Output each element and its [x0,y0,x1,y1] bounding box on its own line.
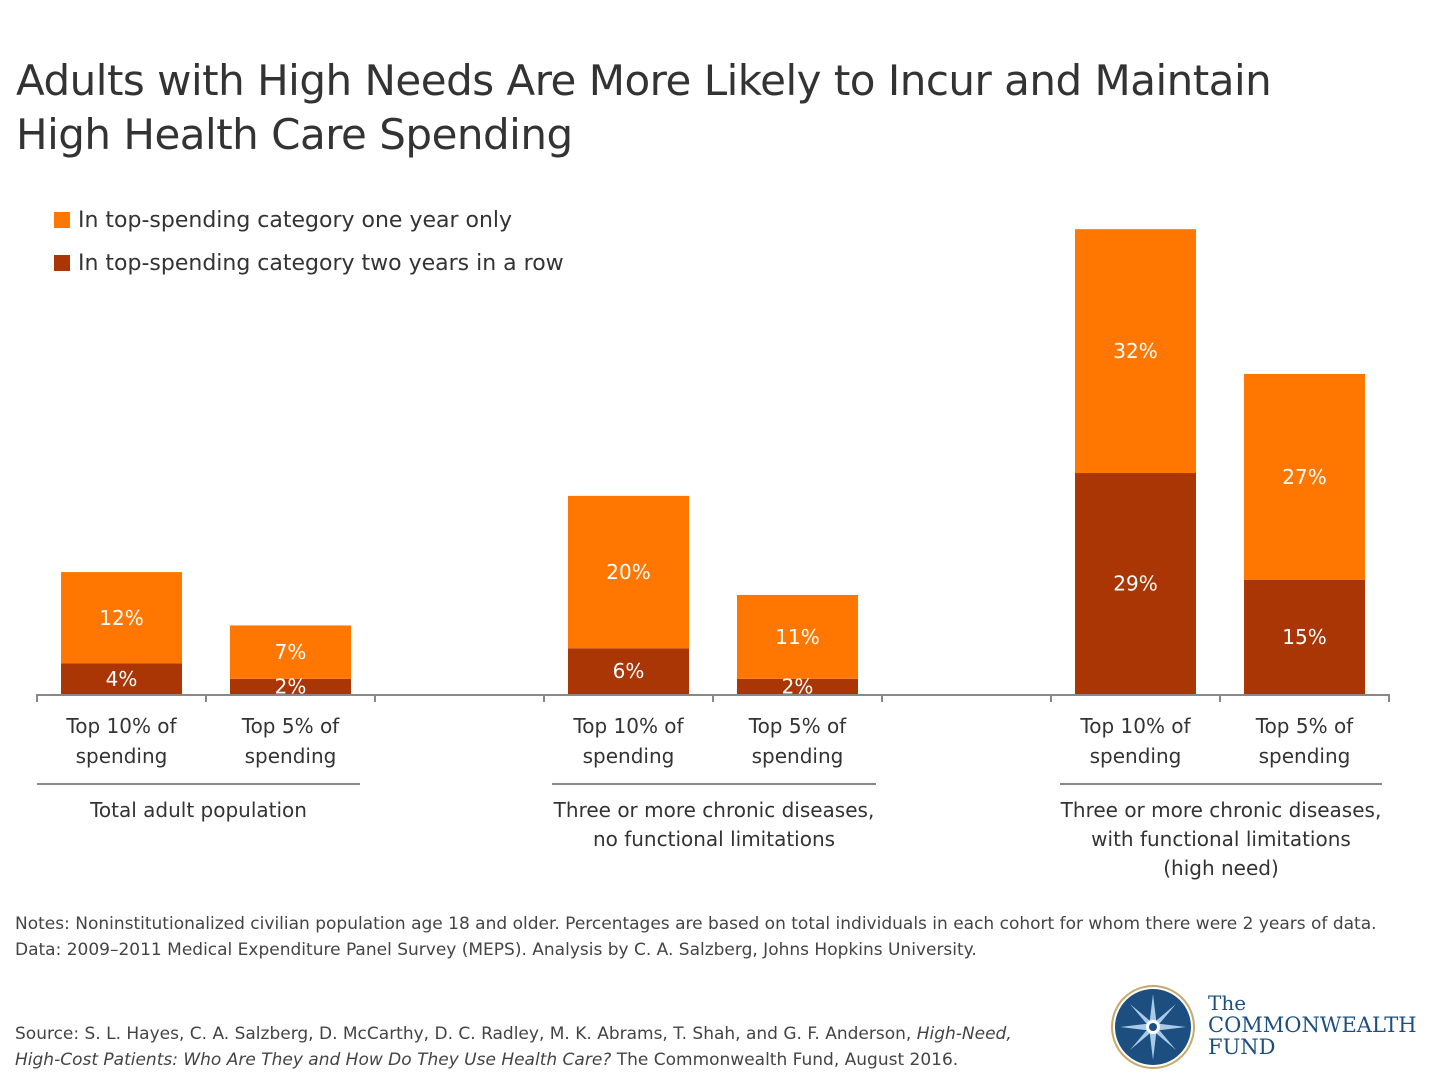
bar-one-year [61,572,182,664]
source-text: Source: S. L. Hayes, C. A. Salzberg, D. … [15,1024,917,1044]
group-label: Three or more chronic diseases, [1060,798,1382,822]
source-title: High-Cost Patients: Who Are They and How… [15,1050,612,1070]
data-label-two-years: 15% [1282,625,1326,649]
data-label-two-years: 29% [1113,572,1157,596]
category-label: Top 10% of [572,714,684,738]
data-label-one-year: 20% [606,560,650,584]
group-label: with functional limitations [1091,827,1351,851]
logo-seal-icon [1111,985,1195,1069]
bar-two-years [568,648,689,694]
bar-two-years [737,678,858,694]
data-label-one-year: 7% [275,640,307,664]
data-label-one-year: 11% [775,625,819,649]
logo-wordmark: The COMMONWEALTH FUND [1208,991,1417,1059]
category-label: Top 10% of [65,714,177,738]
source-text: The Commonwealth Fund, August 2016. [611,1050,959,1070]
legend-swatch-two-years [54,255,70,271]
commonwealth-fund-logo: The COMMONWEALTH FUND [1110,985,1430,1070]
legend-label: In top-spending category one year only [78,208,513,233]
source-title: High-Need, [916,1024,1012,1044]
data-label-one-year: 27% [1282,465,1326,489]
group-label: (high need) [1163,856,1279,880]
source: Source: S. L. Hayes, C. A. Salzberg, D. … [15,1021,1012,1073]
bar-one-year [737,594,858,679]
category-label: spending [1090,744,1182,768]
notes: Notes: Noninstitutionalized civilian pop… [15,911,1377,963]
legend-label: In top-spending category two years in a … [78,251,564,276]
category-label: spending [1259,744,1351,768]
group-label: Total adult population [89,798,307,822]
bar-one-year [568,495,689,649]
category-label: spending [245,744,337,768]
chart-title: Adults with High Needs Are More Likely t… [16,56,1272,159]
bar-one-year [1075,229,1196,474]
category-label: Top 5% of [1255,714,1354,738]
category-label: Top 5% of [748,714,847,738]
bar-one-year [230,625,351,679]
legend-item-two-years: In top-spending category two years in a … [54,251,564,276]
category-label: Top 5% of [241,714,340,738]
bar-two-years [1244,579,1365,694]
group-label: no functional limitations [593,827,835,851]
bar-one-year [1244,373,1365,580]
data-line: Data: 2009–2011 Medical Expenditure Pane… [15,940,977,960]
category-label: spending [583,744,675,768]
legend-item-one-year: In top-spending category one year only [54,208,512,233]
legend-swatch-one-year [54,212,70,228]
bar-two-years [1075,473,1196,694]
category-label: spending [76,744,168,768]
bar-two-years [230,678,351,694]
notes-line: Notes: Noninstitutionalized civilian pop… [15,914,1377,934]
data-label-two-years: 4% [106,667,138,691]
data-label-one-year: 12% [99,606,143,630]
category-label: Top 10% of [1079,714,1191,738]
data-label-one-year: 32% [1113,339,1157,363]
category-label: spending [752,744,844,768]
data-label-two-years: 6% [613,659,645,683]
bar-two-years [61,663,182,694]
group-label: Three or more chronic diseases, [553,798,875,822]
